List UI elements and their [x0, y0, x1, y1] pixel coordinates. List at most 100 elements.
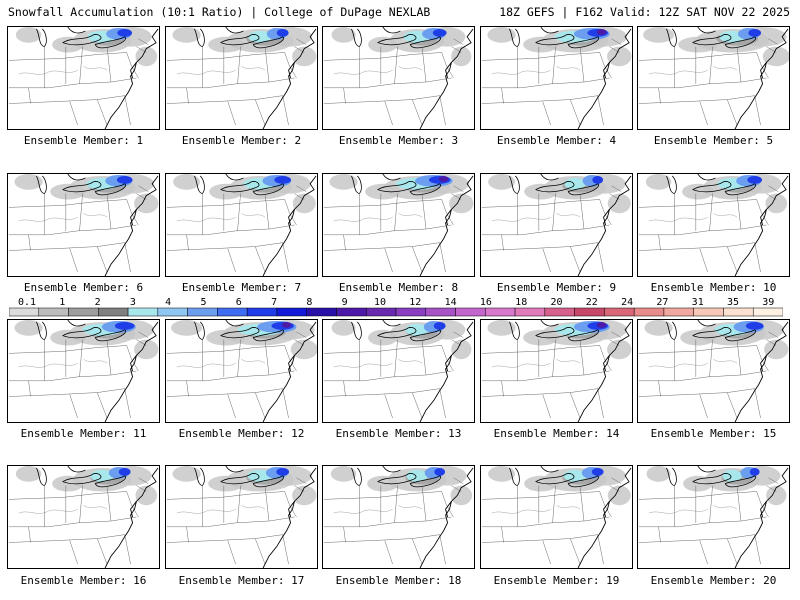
colorbar-tick-label: 0.1 — [18, 297, 36, 308]
ensemble-member-label: Ensemble Member: 11 — [20, 427, 147, 440]
colorbar-swatch — [544, 307, 575, 317]
ensemble-member-label: Ensemble Member: 8 — [338, 281, 459, 294]
colorbar-swatch — [574, 307, 605, 317]
colorbar-tick-label: 14 — [445, 297, 457, 308]
colorbar-tick-label: 27 — [656, 297, 668, 308]
ensemble-member-label: Ensemble Member: 18 — [335, 574, 462, 587]
colorbar-swatch — [127, 307, 159, 317]
ensemble-member-label: Ensemble Member: 4 — [496, 134, 617, 147]
colorbar-tick-label: 7 — [271, 297, 277, 308]
snowfall-map — [8, 320, 159, 422]
colorbar-swatch — [38, 307, 69, 317]
colorbar-tick-label: 9 — [342, 297, 348, 308]
colorbar-swatch — [425, 307, 456, 317]
colorbar-swatch — [395, 307, 427, 317]
ensemble-member-label: Ensemble Member: 10 — [650, 281, 777, 294]
ensemble-member-label: Ensemble Member: 13 — [335, 427, 462, 440]
colorbar-tick-label: 31 — [692, 297, 704, 308]
colorbar-swatch — [187, 307, 218, 317]
snowfall-map — [166, 466, 317, 568]
chart-title: Snowfall Accumulation (10:1 Ratio) | Col… — [8, 5, 431, 19]
colorbar-tick-label: 35 — [727, 297, 739, 308]
ensemble-member-map — [7, 26, 160, 130]
colorbar-swatch — [157, 307, 188, 317]
ensemble-member-label: Ensemble Member: 15 — [650, 427, 777, 440]
colorbar-tick-label: 4 — [165, 297, 171, 308]
snowfall-map — [166, 27, 317, 129]
colorbar-swatch — [604, 307, 635, 317]
snowfall-map — [481, 27, 632, 129]
ensemble-member-map — [480, 319, 633, 423]
ensemble-member-map — [480, 173, 633, 277]
colorbar-swatch — [365, 307, 397, 317]
snowfall-map — [638, 174, 789, 276]
colorbar-tick-label: 2 — [95, 297, 101, 308]
ensemble-member-map — [637, 319, 790, 423]
snowfall-map — [323, 320, 474, 422]
snowfall-map — [638, 27, 789, 129]
ensemble-member-map — [480, 26, 633, 130]
ensemble-member-map — [165, 173, 318, 277]
ensemble-member-label: Ensemble Member: 9 — [496, 281, 617, 294]
colorbar-swatch — [514, 307, 546, 317]
ensemble-member-map — [480, 465, 633, 569]
snowfall-map — [481, 466, 632, 568]
colorbar-swatch — [246, 307, 278, 317]
colorbar-swatch — [693, 307, 724, 317]
ensemble-member-label: Ensemble Member: 2 — [181, 134, 302, 147]
ensemble-member-label: Ensemble Member: 1 — [23, 134, 144, 147]
ensemble-member-label: Ensemble Member: 6 — [23, 281, 144, 294]
colorbar-swatch — [752, 307, 783, 317]
ensemble-member-label: Ensemble Member: 7 — [181, 281, 302, 294]
colorbar-swatch — [68, 307, 99, 317]
colorbar-tick-label: 12 — [409, 297, 421, 308]
ensemble-member-label: Ensemble Member: 5 — [653, 134, 774, 147]
colorbar-swatch — [306, 307, 337, 317]
colorbar-tick-label: 16 — [480, 297, 492, 308]
colorbar-tick-label: 5 — [200, 297, 206, 308]
ensemble-member-map — [322, 465, 475, 569]
colorbar-swatch — [98, 307, 129, 317]
ensemble-member-map — [322, 26, 475, 130]
snowfall-map — [8, 27, 159, 129]
colorbar-tick-label: 22 — [586, 297, 598, 308]
colorbar-tick-label: 10 — [374, 297, 386, 308]
colorbar-swatch — [633, 307, 665, 317]
colorbar-tick-label: 39 — [762, 297, 774, 308]
ensemble-member-map — [637, 465, 790, 569]
colorbar-swatch — [217, 307, 248, 317]
snowfall-map — [323, 27, 474, 129]
ensemble-member-map — [7, 173, 160, 277]
ensemble-member-map — [165, 26, 318, 130]
snowfall-map — [638, 466, 789, 568]
snowfall-map — [8, 174, 159, 276]
colorbar-swatch — [663, 307, 694, 317]
ensemble-member-label: Ensemble Member: 3 — [338, 134, 459, 147]
ensemble-member-map — [637, 173, 790, 277]
colorbar-tick-label: 8 — [306, 297, 312, 308]
snowfall-map — [166, 174, 317, 276]
ensemble-member-map — [165, 465, 318, 569]
ensemble-member-label: Ensemble Member: 12 — [178, 427, 305, 440]
colorbar-tick-label: 18 — [515, 297, 527, 308]
model-run-info: 18Z GEFS | F162 Valid: 12Z SAT NOV 22 20… — [499, 5, 790, 19]
colorbar-tick-label: 20 — [550, 297, 562, 308]
snowfall-map — [8, 466, 159, 568]
colorbar-swatch — [276, 307, 307, 317]
colorbar-swatch — [455, 307, 486, 317]
colorbar-tick-label: 1 — [59, 297, 65, 308]
ensemble-member-label: Ensemble Member: 20 — [650, 574, 777, 587]
ensemble-member-map — [7, 465, 160, 569]
colorbar-swatch — [723, 307, 754, 317]
colorbar-tick-label: 3 — [130, 297, 136, 308]
colorbar-tick-label: 24 — [621, 297, 633, 308]
colorbar-swatch — [9, 307, 40, 317]
ensemble-member-label: Ensemble Member: 16 — [20, 574, 147, 587]
colorbar-tick-label: 6 — [236, 297, 242, 308]
colorbar-swatch — [336, 307, 367, 317]
snowfall-map — [166, 320, 317, 422]
snowfall-map — [481, 174, 632, 276]
ensemble-member-label: Ensemble Member: 14 — [493, 427, 620, 440]
snowfall-map — [323, 174, 474, 276]
snowfall-map — [323, 466, 474, 568]
